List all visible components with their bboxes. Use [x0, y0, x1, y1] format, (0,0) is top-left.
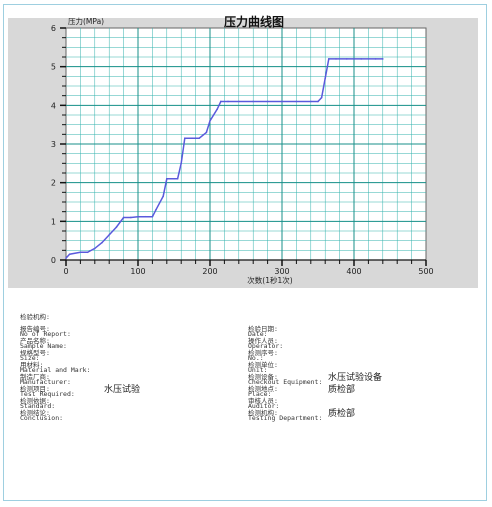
data-point [115, 226, 118, 228]
data-points [65, 58, 384, 259]
y-axis-label: 压力(MPa) [68, 16, 104, 26]
data-point [79, 251, 82, 254]
data-point [151, 215, 154, 218]
data-point [198, 137, 200, 139]
data-point [328, 58, 330, 60]
data-point [65, 257, 67, 259]
data-point [86, 251, 89, 254]
y-tick-label: 5 [51, 63, 56, 72]
data-point [216, 108, 218, 110]
chart-title: 压力曲线图 [224, 14, 284, 29]
data-point [101, 241, 103, 244]
pressure-chart: 压力曲线图 压力(MPa) 次数(1秒1次) 0 1 2 3 4 5 6 0 100 200 30… [8, 14, 478, 288]
data-point [122, 216, 125, 219]
data-point [173, 178, 175, 180]
data-point [382, 58, 384, 60]
y-tick-label: 6 [51, 24, 56, 33]
x-tick-label: 0 [63, 267, 68, 276]
x-tick-label: 400 [346, 267, 361, 276]
data-point [137, 215, 139, 218]
data-point [324, 77, 327, 80]
data-point [209, 120, 211, 122]
data-point [184, 137, 186, 139]
y-tick-label: 3 [51, 140, 56, 149]
data-point [220, 100, 222, 103]
x-tick-label: 300 [274, 267, 289, 276]
y-tick-label: 4 [51, 101, 56, 110]
data-point [317, 100, 319, 103]
x-tick-label: 200 [202, 267, 217, 276]
data-point [108, 234, 110, 236]
x-tick-label: 500 [418, 267, 433, 276]
data-point [320, 96, 323, 99]
data-point [162, 195, 164, 197]
data-point [346, 58, 348, 60]
data-point [374, 58, 377, 60]
x-axis-label: 次数(1秒1次) [247, 275, 292, 285]
data-point [227, 100, 229, 103]
grid [66, 28, 426, 260]
data-point [130, 216, 132, 219]
data-point [155, 208, 157, 211]
y-tick-labels: 0 1 2 3 4 5 6 [51, 24, 56, 265]
data-point [266, 100, 269, 103]
y-tick-label: 2 [51, 179, 56, 188]
y-tick-label: 0 [51, 256, 56, 265]
x-tick-labels: 0 100 200 300 400 500 [63, 267, 433, 276]
data-point [68, 253, 71, 255]
data-point [310, 100, 312, 103]
data-point [360, 58, 363, 60]
x-tick-label: 100 [130, 267, 145, 276]
data-point [144, 215, 146, 218]
data-point [191, 137, 193, 139]
data-point [281, 100, 283, 103]
data-point [180, 162, 182, 165]
data-point [166, 178, 168, 180]
data-point [194, 137, 197, 139]
data-point [252, 100, 254, 103]
data-point [94, 247, 96, 250]
data-point [176, 178, 179, 180]
data-point [238, 100, 240, 103]
data-point [335, 58, 337, 60]
data-point [205, 131, 208, 134]
y-tick-label: 1 [51, 217, 56, 226]
axes [60, 27, 427, 266]
data-point [295, 100, 298, 103]
